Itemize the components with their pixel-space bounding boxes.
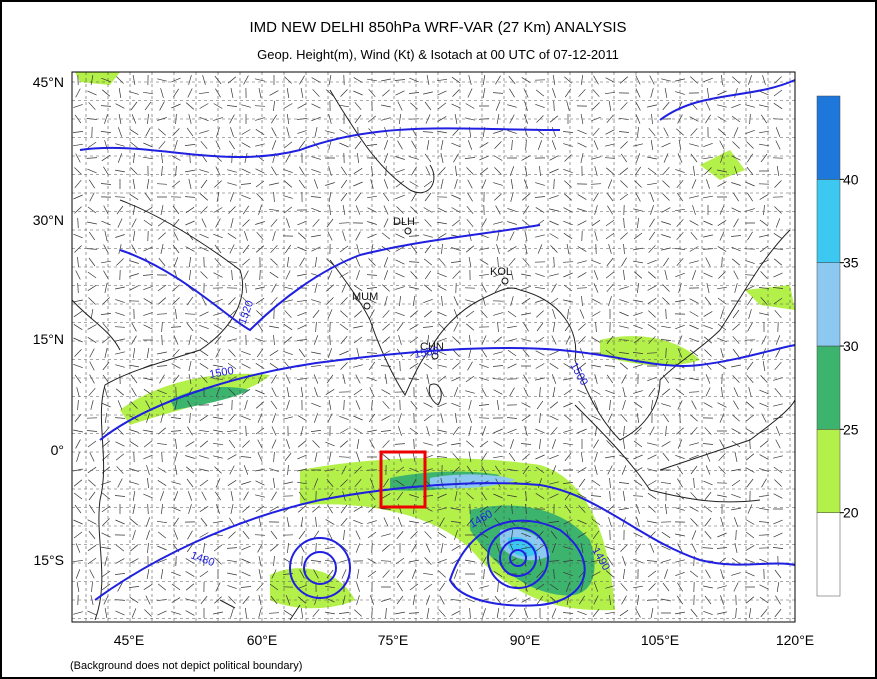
lon-label: 120°E	[776, 632, 814, 648]
subtitle: Geop. Height(m), Wind (Kt) & Isotach at …	[257, 47, 619, 62]
city-marker	[363, 302, 371, 310]
colorbar-label: 25	[843, 421, 859, 437]
contour-label: 1500	[208, 365, 234, 381]
highlight-box	[379, 450, 427, 509]
lon-label: 75°E	[378, 632, 409, 648]
lon-label: 105°E	[641, 632, 679, 648]
colorbar-label: 35	[843, 255, 859, 271]
colorbar-segment	[816, 95, 841, 180]
title: IMD NEW DELHI 850hPa WRF-VAR (27 Km) ANA…	[249, 19, 626, 36]
colorbar-label: 40	[843, 171, 859, 187]
colorbar-segment	[816, 512, 841, 597]
city-label: MUM	[352, 291, 378, 303]
colorbar-segment	[816, 429, 841, 513]
colorbar-segment	[816, 345, 841, 430]
coastlines	[71, 89, 796, 621]
plot-border	[71, 71, 796, 623]
lat-label: 15°S	[33, 552, 64, 568]
height-contours	[79, 79, 796, 607]
contour-label: 1500	[413, 345, 439, 361]
colorbar-label: 30	[843, 338, 859, 354]
axes: 45°N 30°N 15°N 0° 15°S 45°E 60°E 75°E 90°E 105°E 1…	[33, 74, 814, 648]
city-label: DLH	[393, 216, 415, 228]
colorbar-segment	[816, 179, 841, 263]
city-marker	[431, 352, 439, 360]
city-label: KOL	[490, 266, 512, 278]
city-labels: DLH KOL MUM CHN	[352, 216, 512, 360]
grid	[72, 72, 795, 622]
city-marker	[501, 277, 509, 285]
lon-label: 90°E	[510, 632, 541, 648]
lat-label: 30°N	[33, 212, 64, 228]
city-label: CHN	[420, 341, 444, 353]
colorbar: 20 25 30 35 40	[816, 95, 859, 597]
city-marker	[404, 227, 412, 235]
lon-label: 45°E	[114, 632, 145, 648]
lat-label: 15°N	[33, 331, 64, 347]
lon-label: 60°E	[247, 632, 278, 648]
barb-field	[72, 74, 784, 619]
footnote: (Background does not depict political bo…	[70, 660, 302, 672]
lat-label: 0°	[51, 442, 64, 458]
colorbar-segment	[816, 262, 841, 347]
isotach-shading-35	[508, 536, 538, 557]
lat-label: 45°N	[33, 74, 64, 90]
colorbar-label: 20	[843, 505, 859, 521]
wind-barbs	[72, 74, 784, 619]
